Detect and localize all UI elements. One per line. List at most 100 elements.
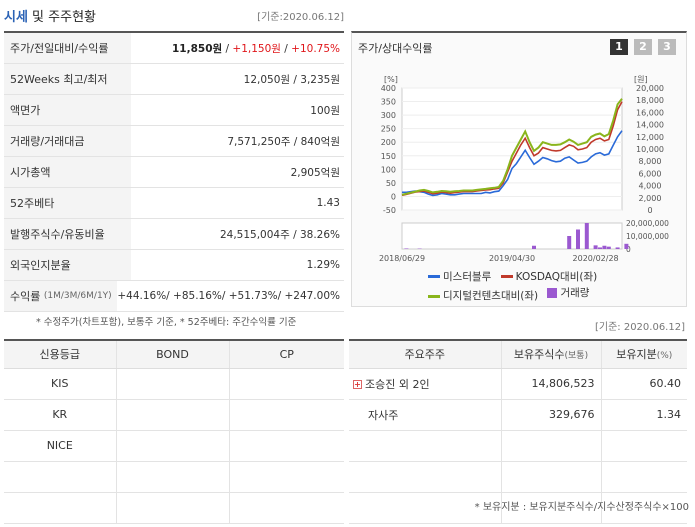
row-value: 100원 [310,104,340,117]
expand-plus-icon[interactable]: + [353,380,362,389]
volume-bar [615,247,620,249]
empty-cell [500,492,601,524]
holders-footnote: * 보유지분 : 보유지분주식수/지수산정주식수×100 [474,502,689,513]
legend-swatch-blue [428,275,440,278]
row-value: 1.29% [306,259,340,271]
volume-tick-label: 10,000,000 [626,232,669,241]
agency-name: NICE [4,430,116,462]
column-header: 보유지분(%) [600,340,687,369]
shareholders-table: 주요주주 보유주식수(보통) 보유지분(%) + 조승진 외 2인 14,806,… [349,339,687,524]
empty-cell [349,461,501,493]
table-row: 수익률 (1M/3M/6M/1Y) +44.16%/ +85.16%/ +51.… [4,281,344,312]
table-row: + 조승진 외 2인 14,806,523 60.40 [349,368,687,400]
row-label: 발행주식수/유동비율 [4,219,131,249]
column-header: BOND [115,340,229,369]
section-header: 시세 및 주주현황 [기준:2020.06.12] [4,6,344,28]
chart-tab-2[interactable]: 2 [634,39,652,55]
header-text: 보유지분 [616,348,657,362]
left-tick-label: 300 [381,111,396,120]
table-row: 52Weeks 최고/최저 12,050원 / 3,235원 [4,64,344,95]
series-line-misterblue [402,130,623,197]
empty-cell [600,430,687,462]
returns-value: +44.16%/ +85.16%/ +51.73%/ +247.00% [117,290,340,302]
volume-tick-label: 0 [626,245,631,254]
series-line-kosdaq [401,101,623,197]
row-label: 거래량/거래대금 [4,126,131,156]
bond-rating [115,399,229,431]
market-info-table: 주가/전일대비/수익률 11,850원 / +1,150원 / +10.75% … [4,31,344,312]
table-row: 자사주 329,676 1.34 [349,399,687,431]
left-tick-label: 50 [386,179,396,188]
left-tick-label: 400 [381,84,396,93]
empty-cell [115,492,229,524]
row-value: 12,050원 / 3,235원 [243,73,340,86]
chart-title: 주가/상대수익률 [358,42,433,55]
empty-cell [115,461,229,493]
legend-item: 미스터블루 [428,269,491,285]
header-text: 보유주식수 [513,348,565,362]
header-unit: (보통) [564,351,589,362]
volume-bar [593,245,598,249]
volume-tick-label: 20,000,000 [626,219,669,228]
column-header: 신용등급 [4,340,116,369]
holder-percent: 60.40 [600,368,687,400]
table-row: 액면가 100원 [4,95,344,126]
table-row: NICE [4,430,344,462]
left-tick-label: 150 [381,152,396,161]
table-row: 거래량/거래대금 7,571,250주 / 840억원 [4,126,344,157]
chart-tab-3[interactable]: 3 [658,39,676,55]
table-row: 외국인지분율 1.29% [4,250,344,281]
right-tick-label: 0 [647,206,652,215]
table-row [349,430,687,462]
row-label: 외국인지분율 [4,250,131,280]
holder-name: 자사주 [368,408,399,422]
table-row: KR [4,399,344,431]
volume-bar [567,236,572,249]
series-line-digital-contents [401,98,623,196]
section-title-highlight: 시세 [4,10,28,25]
row-label-text: 수익률 [10,290,41,303]
left-tick-label: -50 [383,206,396,215]
right-tick-label: 2,000 [639,194,662,203]
volume-bar [606,246,611,249]
x-tick-label: 2018/06/29 [379,254,425,263]
column-header: 주요주주 [349,340,501,369]
table-row [349,492,687,524]
volume-bar [598,247,602,249]
table-header-row: 주요주주 보유주식수(보통) 보유지분(%) [349,340,687,369]
holder-shares: 14,806,523 [500,368,601,400]
price-change-rate: +10.75% [291,42,340,55]
volume-bar [624,243,629,249]
table-row [4,492,344,524]
table-row [4,461,344,493]
legend-label: 거래량 [560,286,590,299]
reference-date: [기준:2020.06.12] [257,12,344,23]
row-value: 7,571,250주 / 840억원 [227,135,340,148]
empty-cell [4,461,116,493]
row-value: 2,905억원 [290,166,340,179]
chart-tab-1[interactable]: 1 [610,39,628,55]
legend-item: KOSDAQ대비(좌) [500,269,598,285]
holder-percent: 1.34 [600,399,687,431]
volume-bar [584,223,589,249]
row-value: 11,850원 / +1,150원 / +10.75% [131,41,344,56]
empty-cell [500,430,601,462]
empty-cell [500,461,601,493]
left-tick-label: 350 [381,98,396,107]
chart-panel: 주가/상대수익률 1 2 3 [%] [원] 400 350 300 250 200 150 1… [351,31,687,307]
right-tick-label: 18,000 [636,96,664,105]
row-label: 시가총액 [4,157,131,187]
holder-name: 조승진 외 2인 [365,377,430,391]
holder-shares: 329,676 [500,399,601,431]
row-label: 액면가 [4,95,131,125]
legend-label: 미스터블루 [443,270,492,283]
holders-reference-date: [기준: 2020.06.12] [594,322,685,333]
legend-label: KOSDAQ대비(좌) [515,270,598,283]
agency-name: KIS [4,368,116,400]
legend-item: 거래량 [547,285,589,301]
right-tick-label: 16,000 [636,108,664,117]
price-chart: [%] [원] 400 350 300 250 200 150 100 50 0 -50 20,000 1… [379,75,669,263]
empty-cell [600,492,687,524]
empty-cell [4,492,116,524]
empty-cell [228,492,344,524]
